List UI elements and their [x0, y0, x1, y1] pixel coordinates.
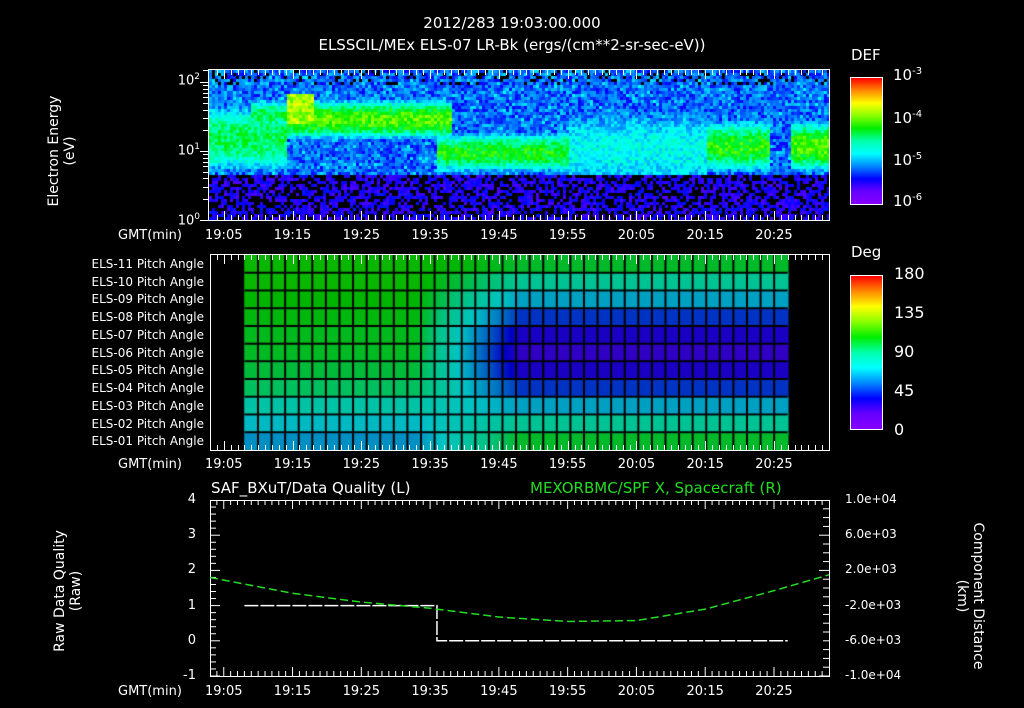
panel2-frame	[210, 254, 830, 451]
panel3-xaxis-label: GMT(min)	[118, 684, 182, 699]
xtick-label: 19:25	[342, 228, 381, 243]
cbar1-tick-2: 10-5	[893, 151, 923, 169]
pitch-angle-row-label: ELS-05 Pitch Angle	[91, 363, 204, 378]
xtick-label: 19:15	[273, 228, 312, 243]
pitch-angle-row-label: ELS-09 Pitch Angle	[91, 292, 204, 307]
xtick-label: 19:35	[411, 457, 449, 472]
pitch-angle-grid	[211, 255, 830, 450]
ytick-1e2: 102	[177, 72, 200, 89]
ytick-right: -6.0e+03	[845, 632, 902, 647]
xtick-label: 20:05	[617, 684, 656, 699]
cbar1-tick-3: 10-6	[893, 192, 923, 210]
cbar1-tick-1: 10-4	[893, 109, 923, 127]
xtick-label: 20:25	[755, 228, 793, 243]
cbar2-tick-0: 0	[894, 420, 905, 439]
panel3-plot	[210, 500, 830, 677]
colorbar-def-label: DEF	[851, 46, 881, 64]
xtick-label: 19:05	[205, 228, 243, 243]
plot-timestamp: 2012/283 19:03:00.000	[423, 14, 601, 32]
xtick-label: 20:25	[755, 684, 793, 699]
ytick-left: 3	[187, 527, 196, 543]
xtick-label: 19:45	[480, 228, 518, 243]
spf-x-line	[210, 574, 830, 623]
pitch-angle-row-label: ELS-03 Pitch Angle	[91, 398, 204, 413]
xtick-label: 20:15	[686, 228, 724, 243]
panel1-frame	[208, 69, 830, 221]
data-quality-line	[244, 604, 788, 642]
xtick-label: 19:05	[205, 684, 243, 699]
cbar2-tick-135: 135	[894, 303, 925, 322]
panel3-ylabel-right: Component Distance (km)	[954, 522, 986, 670]
xtick-label: 20:05	[617, 457, 656, 472]
xtick-label: 19:05	[205, 457, 243, 472]
ytick-1e1: 101	[177, 142, 200, 159]
colorbar-def	[850, 77, 883, 205]
plot-subtitle: ELSSCIL/MEx ELS-07 LR-Bk (ergs/(cm**2-sr…	[318, 36, 706, 54]
cbar1-tick-0: 10-3	[893, 66, 923, 84]
xtick-label: 19:55	[548, 228, 587, 243]
xtick-label: 19:25	[342, 457, 381, 472]
colorbar-deg	[850, 275, 883, 430]
pitch-angle-row-label: ELS-08 Pitch Angle	[91, 310, 204, 325]
pitch-angle-row-label: ELS-07 Pitch Angle	[91, 327, 204, 342]
xtick-label: 19:35	[411, 228, 449, 243]
ytick-left: 1	[187, 597, 196, 613]
ytick-right: -2.0e+03	[845, 597, 902, 612]
panel3-title-right: MEXORBMC/SPF X, Spacecraft (R)	[530, 479, 782, 497]
ytick-right: -1.0e+04	[845, 668, 902, 682]
panel3-ylabel-left: Raw Data Quality (Raw)	[52, 530, 84, 652]
panel1-xaxis-label: GMT(min)	[118, 228, 182, 243]
colorbar-deg-label: Deg	[851, 243, 882, 261]
xtick-label: 19:25	[342, 684, 381, 699]
pitch-angle-row-label: ELS-04 Pitch Angle	[91, 381, 204, 396]
ytick-left: 2	[187, 562, 196, 578]
pitch-angle-row-label: ELS-11 Pitch Angle	[91, 257, 204, 271]
panel1-ylabel: Electron Energy (eV)	[46, 95, 78, 207]
xtick-label: 19:55	[548, 457, 587, 472]
xtick-label: 19:15	[273, 684, 312, 699]
ytick-1e0: 100	[177, 212, 200, 229]
xtick-label: 20:15	[686, 457, 724, 472]
ytick-left: 4	[187, 492, 196, 507]
energy-spectrogram	[209, 70, 830, 220]
pitch-angle-row-label: ELS-02 Pitch Angle	[91, 416, 204, 431]
panel2-xaxis-label: GMT(min)	[118, 457, 182, 472]
pitch-angle-row-label: ELS-01 Pitch Angle	[91, 434, 204, 449]
ytick-left: 0	[187, 632, 196, 648]
cbar2-tick-90: 90	[894, 342, 915, 361]
pitch-angle-row-label: ELS-10 Pitch Angle	[91, 274, 204, 289]
ytick-left: -1	[183, 668, 196, 683]
xtick-label: 19:55	[548, 684, 587, 699]
xtick-label: 20:15	[686, 684, 724, 699]
cbar2-tick-45: 45	[894, 381, 915, 400]
ytick-right: 2.0e+03	[845, 562, 897, 577]
xtick-label: 19:45	[480, 457, 518, 472]
xtick-label: 19:15	[273, 457, 312, 472]
xtick-label: 20:25	[755, 457, 793, 472]
ytick-right: 6.0e+03	[845, 527, 897, 542]
xtick-label: 19:35	[411, 684, 449, 699]
xtick-label: 19:45	[480, 684, 518, 699]
xtick-label: 20:05	[617, 228, 656, 243]
cbar2-tick-180: 180	[894, 264, 925, 283]
pitch-angle-row-label: ELS-06 Pitch Angle	[91, 345, 204, 360]
panel3-title-left: SAF_BXuT/Data Quality (L)	[211, 479, 411, 497]
ytick-right: 1.0e+04	[845, 492, 897, 506]
